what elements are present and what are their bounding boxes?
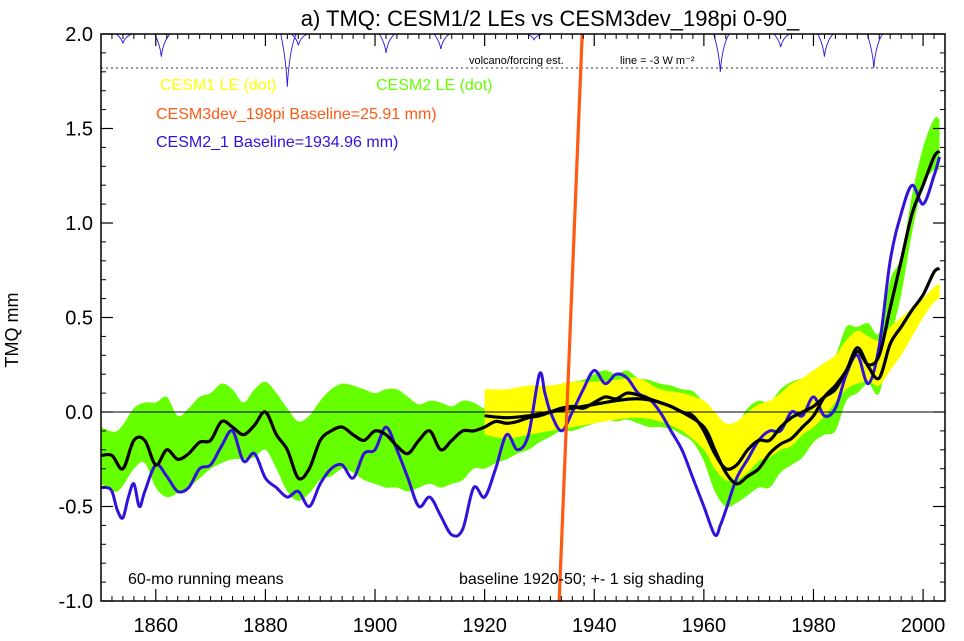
- cesm1-le-mean-line: [484, 266, 941, 486]
- y-axis-label: TMQ mm: [2, 293, 22, 368]
- legend-cesm2-le: CESM2 LE (dot): [376, 77, 492, 94]
- volcano-scale-note: line = -3 W m⁻²: [620, 55, 695, 67]
- x-tick-label: 1880: [243, 615, 288, 637]
- y-axis: -1.0 -0.5 0.0 0.5 1.0 1.5 2.0: [59, 24, 945, 613]
- running-means-note: 60-mo running means: [128, 571, 284, 588]
- baseline-note: baseline 1920-50; +- 1 sig shading: [459, 571, 704, 588]
- x-tick-label: 1940: [572, 615, 617, 637]
- legend-cesm3dev: CESM3dev_198pi Baseline=25.91 mm): [156, 106, 437, 123]
- y-tick-label: 1.5: [65, 119, 93, 141]
- x-tick-label: 1860: [134, 615, 179, 637]
- legend-cesm1-le: CESM1 LE (dot): [160, 77, 276, 94]
- x-tick-label: 2000: [901, 615, 946, 637]
- plot-content: [101, 34, 945, 601]
- x-tick-label: 1980: [791, 615, 836, 637]
- y-tick-label: 1.0: [65, 213, 93, 235]
- y-tick-label: -0.5: [59, 497, 93, 519]
- volcano-note: volcano/forcing est.: [469, 55, 564, 67]
- y-tick-label: 2.0: [65, 24, 93, 46]
- y-tick-label: -1.0: [59, 591, 93, 613]
- y-tick-label: 0.0: [65, 402, 93, 424]
- cesm2-1-line: [101, 156, 941, 538]
- cesm2-le-mean-line: [101, 149, 941, 481]
- x-axis: 1860 1880 1900 1920 1940 1960 1980 2000: [100, 34, 946, 637]
- x-tick-label: 1920: [462, 615, 507, 637]
- legend-cesm2-1: CESM2_1 Baseline=1934.96 mm): [156, 134, 398, 151]
- x-tick-label: 1960: [682, 615, 727, 637]
- y-tick-label: 0.5: [65, 308, 93, 330]
- plot-area: [101, 34, 945, 601]
- chart-title: a) TMQ: CESM1/2 LEs vs CESM3dev_198pi 0-…: [301, 6, 800, 31]
- x-tick-label: 1900: [353, 615, 398, 637]
- cesm3dev-line: [557, 34, 584, 601]
